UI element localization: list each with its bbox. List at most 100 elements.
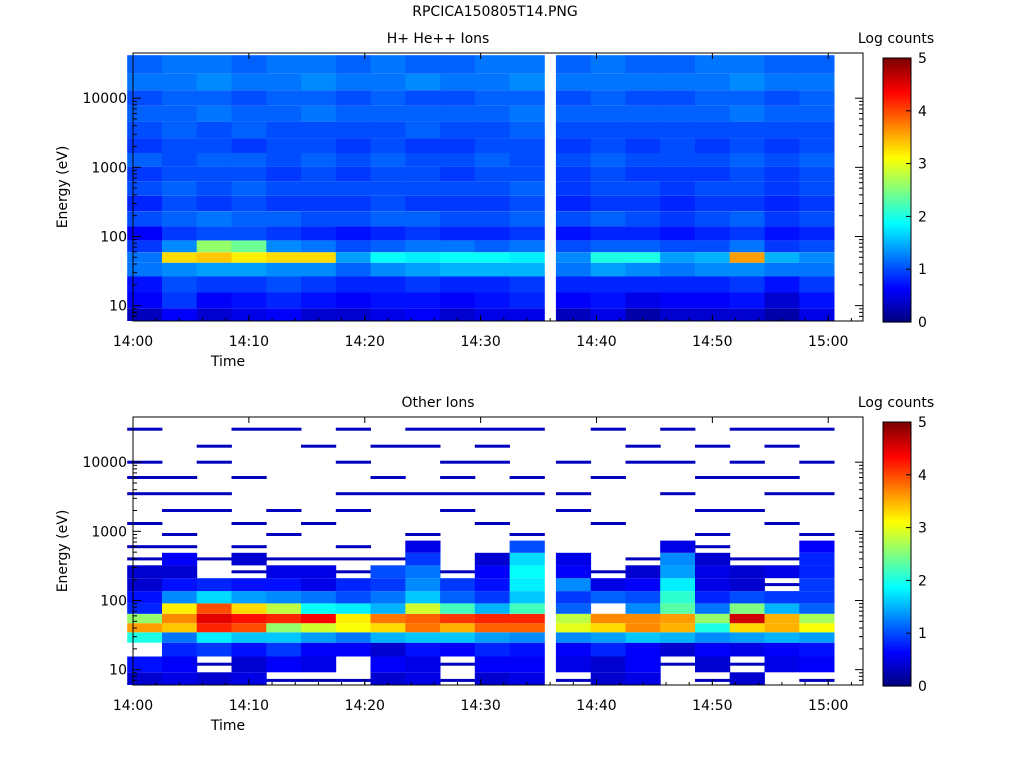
heatmap-cell (335, 252, 371, 263)
colorbar-step (883, 202, 911, 206)
heatmap-cell (509, 181, 545, 196)
heatmap-cell (370, 138, 406, 153)
heatmap-cell (335, 181, 371, 196)
heatmap-cell (162, 545, 198, 549)
colorbar-step (883, 295, 911, 298)
heatmap-cell (799, 226, 835, 241)
heatmap-cell (764, 642, 800, 657)
heatmap-cell (266, 591, 302, 604)
heatmap-cell (590, 166, 626, 181)
heatmap-cell (266, 240, 302, 253)
heatmap-cell (590, 181, 626, 196)
colorbar-step (883, 167, 911, 170)
heatmap-cell (162, 672, 198, 685)
heatmap-cell (729, 603, 765, 614)
colorbar-tick-label: 0 (918, 315, 927, 331)
colorbar-step (883, 200, 911, 203)
heatmap-cell (127, 545, 163, 549)
colorbar-step (883, 506, 911, 510)
heatmap-cell (335, 623, 371, 633)
heatmap-cell (405, 105, 441, 122)
heatmap-cell (729, 90, 765, 106)
colorbar-step (883, 196, 911, 199)
heatmap-cell (799, 195, 835, 212)
heatmap-cell (695, 476, 731, 479)
heatmap-cell (695, 105, 731, 122)
heatmap-cell (196, 181, 232, 196)
heatmap-cell (660, 540, 696, 553)
heatmap-cell (370, 578, 406, 592)
heatmap-cell (799, 153, 835, 167)
heatmap-cell (695, 276, 731, 293)
heatmap-cell (625, 308, 661, 321)
heatmap-cell (370, 73, 406, 91)
colorbar-step (883, 434, 911, 438)
heatmap-cell (370, 211, 406, 227)
heatmap-cell (266, 195, 302, 212)
heatmap-cell (625, 591, 661, 604)
heatmap-cell (301, 240, 337, 253)
heatmap-cell (660, 90, 696, 106)
heatmap-cell (660, 623, 696, 633)
heatmap-cell (764, 308, 800, 321)
heatmap-cell (764, 444, 800, 448)
colorbar-step (883, 225, 911, 228)
heatmap-cell (440, 195, 476, 212)
heatmap-cell (127, 632, 163, 643)
heatmap-cell (799, 492, 835, 496)
colorbar-step (883, 74, 911, 78)
colorbar-step (883, 531, 911, 534)
heatmap-cell (266, 533, 302, 536)
heatmap-cell (405, 603, 441, 614)
heatmap-cell (764, 427, 800, 431)
heatmap-cell (370, 557, 406, 561)
heatmap-cell (162, 623, 198, 633)
colorbar-step (883, 457, 911, 460)
colorbar-step (883, 518, 911, 522)
heatmap-cell (474, 565, 510, 579)
heatmap-cell (799, 460, 835, 464)
heatmap-cell (660, 195, 696, 212)
colorbar-step (883, 58, 911, 61)
heatmap-cell (695, 73, 731, 91)
colorbar-step (883, 192, 911, 195)
heatmap-cell (440, 90, 476, 106)
heatmap-cell (301, 308, 337, 321)
x-tick-label: 14:10 (229, 334, 269, 350)
heatmap-cell (590, 211, 626, 227)
heatmap-cell (474, 292, 510, 309)
heatmap-cell (474, 211, 510, 227)
colorbar-step (883, 461, 911, 464)
colorbar-step (883, 671, 911, 675)
heatmap-cell (555, 262, 592, 277)
heatmap-cell (301, 623, 337, 633)
heatmap-cell (799, 632, 835, 643)
heatmap-cell (764, 153, 800, 167)
heatmap-cell (231, 570, 267, 574)
heatmap-cell (196, 603, 232, 614)
heatmap-cell (196, 166, 232, 181)
heatmap-cell (764, 138, 800, 153)
heatmap-cell (405, 138, 441, 153)
heatmap-cell (405, 642, 441, 657)
heatmap-cell (440, 292, 476, 309)
heatmap-cell (335, 570, 371, 574)
heatmap-cell (660, 578, 696, 592)
heatmap-cell (764, 195, 800, 212)
colorbar-step (883, 289, 911, 292)
colorbar-step (883, 249, 911, 253)
heatmap-cell (474, 55, 510, 74)
heatmap-cell (660, 276, 696, 293)
colorbar-step (883, 299, 911, 302)
colorbar-step (883, 214, 911, 218)
heatmap-cell (509, 632, 545, 643)
heatmap-cell (440, 591, 476, 604)
heatmap-cell (301, 211, 337, 227)
colorbar-step (883, 163, 911, 166)
heatmap-cell (370, 195, 406, 212)
heatmap-cell (509, 262, 545, 277)
heatmap-cell (625, 623, 661, 633)
heatmap-cell (335, 105, 371, 122)
colorbar-step (883, 206, 911, 210)
